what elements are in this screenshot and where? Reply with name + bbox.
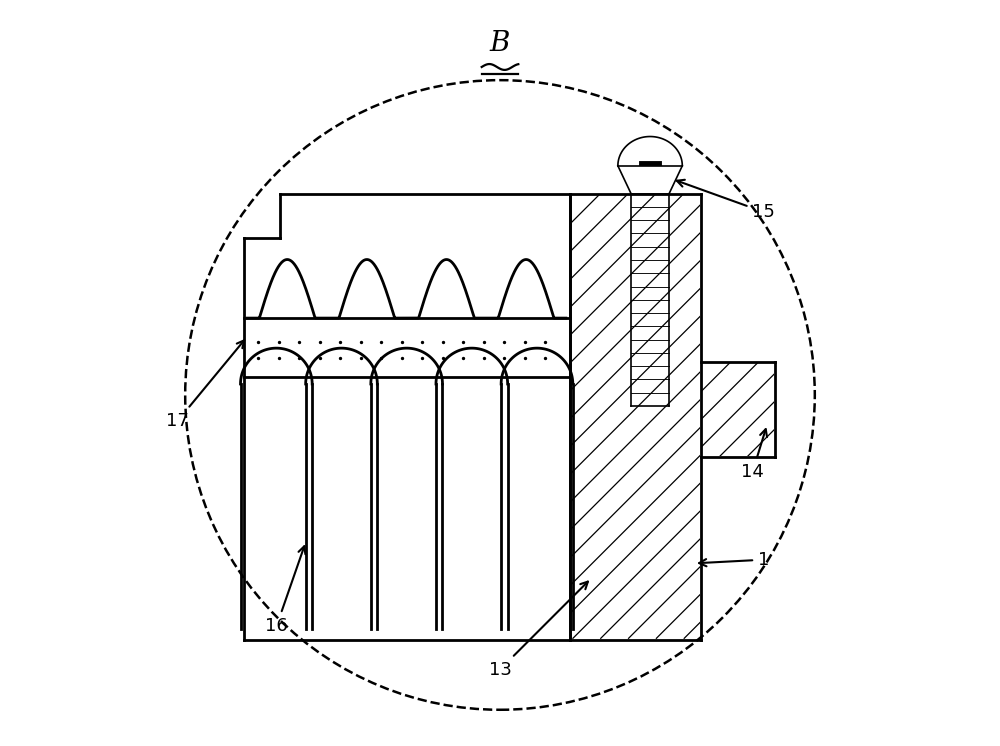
Text: B: B: [490, 30, 510, 57]
Text: 16: 16: [265, 546, 305, 635]
Bar: [571, 195, 700, 639]
Text: 14: 14: [741, 429, 767, 481]
Bar: [702, 363, 774, 457]
Text: 1: 1: [699, 551, 769, 568]
Text: 15: 15: [677, 180, 775, 221]
Text: 13: 13: [489, 582, 588, 679]
Text: 17: 17: [166, 340, 244, 430]
